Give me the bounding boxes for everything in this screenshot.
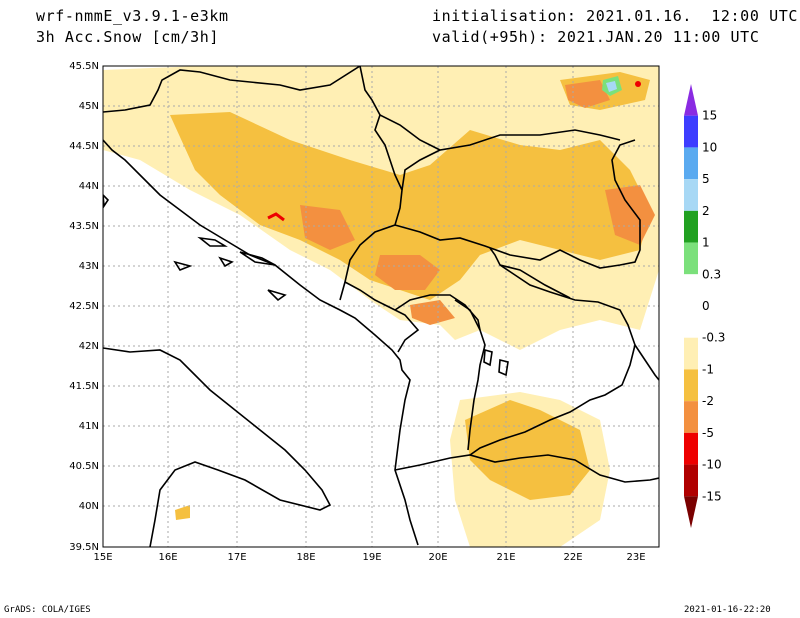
colorbar-swatch	[684, 179, 698, 211]
colorbar-label: -5	[702, 426, 714, 440]
map-frame	[102, 65, 660, 548]
valid-time: valid(+95h): 2021.JAN.20 11:00 UTC	[432, 28, 760, 46]
snow-strong-region	[375, 255, 440, 290]
lat-tick-label: 42.5N	[69, 301, 99, 312]
lat-tick-label: 44.5N	[69, 141, 99, 152]
lat-tick-label: 41N	[79, 421, 99, 432]
colorbar-swatch	[684, 464, 698, 497]
country-border	[401, 149, 441, 191]
greece-border	[394, 454, 659, 483]
country-border	[454, 299, 486, 451]
island	[218, 256, 234, 268]
colorbar-swatch	[684, 147, 698, 180]
lon-tick-label: 16E	[158, 552, 177, 563]
colorbar-label: 0.3	[702, 267, 721, 281]
colorbar-label: -15	[702, 489, 722, 503]
lon-tick-label: 15E	[93, 552, 112, 563]
variable-title: 3h Acc.Snow [cm/3h]	[36, 28, 219, 46]
model-title: wrf-nmmE_v3.9.1-e3km	[36, 7, 229, 25]
snow-medium-region	[175, 505, 190, 520]
lon-tick-label: 23E	[626, 552, 645, 563]
colorbar-label: -0.3	[702, 331, 725, 345]
snow-medium-region	[465, 400, 590, 500]
island	[239, 251, 276, 266]
colorbar-swatch	[684, 115, 698, 148]
island	[103, 193, 110, 209]
colorbar-swatch	[684, 496, 698, 528]
adriatic-coastline	[103, 139, 419, 546]
snow-strong-region	[300, 205, 355, 250]
colorbar-swatch	[684, 401, 698, 433]
snow-red-spot	[635, 81, 641, 87]
snow-strong-region	[565, 80, 610, 108]
lon-tick-label: 20E	[428, 552, 447, 563]
country-border	[339, 66, 403, 301]
lat-tick-label: 39.5N	[69, 542, 99, 553]
colorbar-swatch	[684, 306, 698, 338]
gridlines	[103, 66, 659, 547]
colorbar-swatch	[684, 337, 698, 370]
footer-credit: GrADS: COLA/IGES	[4, 605, 91, 615]
lake	[498, 358, 509, 377]
coastlines-borders	[103, 66, 659, 547]
island	[173, 260, 193, 271]
colorbar-swatch	[684, 274, 698, 306]
lon-tick-label: 19E	[362, 552, 381, 563]
snow-strong-region	[605, 185, 655, 245]
lat-tick-label: 40.5N	[69, 461, 99, 472]
colorbar-label: 1	[702, 236, 710, 250]
colorbar-label: -10	[702, 458, 722, 472]
lon-tick-label: 22E	[563, 552, 582, 563]
lat-tick-label: 42N	[79, 341, 99, 352]
country-border	[394, 294, 481, 331]
country-border	[394, 139, 641, 269]
snow-medium-region	[170, 112, 650, 300]
lat-tick-label: 40N	[79, 501, 99, 512]
colorbar-swatch	[684, 369, 698, 402]
lat-tick-label: 44N	[79, 181, 99, 192]
colorbar-swatch	[684, 242, 698, 275]
bulgaria-border	[634, 344, 659, 381]
colorbar-label: -2	[702, 394, 714, 408]
island	[267, 289, 287, 302]
lon-tick-label: 17E	[227, 552, 246, 563]
lon-tick-label: 21E	[496, 552, 515, 563]
lat-tick-label: 45N	[79, 101, 99, 112]
country-border	[499, 264, 571, 299]
lat-tick-label: 43N	[79, 261, 99, 272]
init-time: initialisation: 2021.01.16. 12:00 UTC	[432, 7, 798, 25]
country-border	[379, 114, 621, 151]
colorbar-swatch	[684, 84, 698, 116]
italy-coastline	[103, 347, 332, 547]
lat-axis: 45.5N 45N 44.5N 44N 43.5N 43N 42.5N 42N …	[69, 61, 99, 553]
colorbar-label: 15	[702, 109, 717, 123]
island	[197, 236, 228, 247]
colorbar: 15 10 5 2 1 0.3 0 -0.3 -1 -2 -5 -10 -15	[684, 84, 725, 528]
snow-blue-spot	[606, 81, 617, 92]
lat-tick-label: 45.5N	[69, 61, 99, 72]
lon-tick-label: 18E	[296, 552, 315, 563]
lat-tick-label: 41.5N	[69, 381, 99, 392]
colorbar-swatch	[684, 210, 698, 243]
colorbar-label: -1	[702, 362, 714, 376]
lon-axis: 15E 16E 17E 18E 19E 20E 21E 22E 23E	[93, 552, 645, 563]
snow-red-streak	[267, 212, 285, 222]
colorbar-label: 2	[702, 204, 710, 218]
colorbar-label: 0	[702, 299, 710, 313]
colorbar-label: 5	[702, 172, 710, 186]
lat-tick-label: 43.5N	[69, 221, 99, 232]
lake	[483, 348, 493, 367]
footer-timestamp: 2021-01-16-22:20	[684, 605, 771, 615]
colorbar-label: 10	[702, 140, 717, 154]
colorbar-swatch	[684, 432, 698, 465]
country-border	[103, 66, 361, 113]
